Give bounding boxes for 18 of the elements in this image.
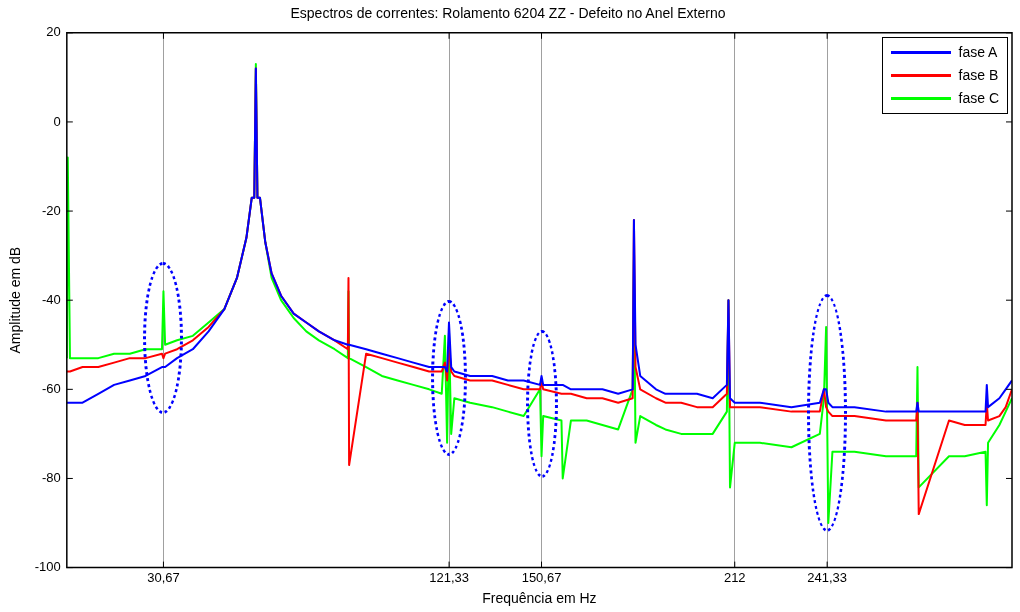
x-tick-label: 121,33 xyxy=(429,569,469,585)
y-tick-label: 20 xyxy=(46,24,61,40)
legend-label: fase A xyxy=(958,44,998,61)
x-tick-label: 150,67 xyxy=(521,569,562,585)
x-tick-label: 212 xyxy=(723,569,746,585)
x-tick-label: 30,67 xyxy=(147,569,180,585)
y-tick-label: 0 xyxy=(53,113,61,129)
legend-label: fase B xyxy=(958,67,999,84)
y-tick-label: -20 xyxy=(42,202,61,218)
y-tick-label: -80 xyxy=(42,470,61,486)
x-tick-label: 241,33 xyxy=(807,569,848,585)
chart-title: Espectros de correntes: Rolamento 6204 ZZ - Defeito no Anel Externo xyxy=(290,5,726,22)
legend-label: fase C xyxy=(958,90,999,107)
y-tick-label: -60 xyxy=(42,380,61,396)
y-axis-title: Amplitude em dB xyxy=(7,246,24,354)
y-tick-label: -40 xyxy=(42,291,61,307)
y-tick-label: -100 xyxy=(34,559,61,575)
x-axis-title: Frequência em Hz xyxy=(482,590,597,607)
